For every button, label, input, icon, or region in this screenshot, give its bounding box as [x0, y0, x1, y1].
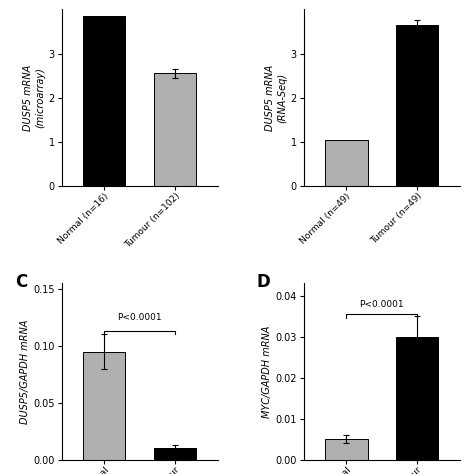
Y-axis label: DUSP5 mRNA
(RNA-Seq): DUSP5 mRNA (RNA-Seq) [265, 64, 288, 131]
Bar [396, 337, 438, 460]
Bar [396, 25, 438, 186]
Text: P<0.0001: P<0.0001 [118, 313, 162, 322]
Text: P<0.0001: P<0.0001 [359, 300, 404, 309]
Text: D: D [257, 273, 271, 291]
Bar [154, 73, 196, 186]
Y-axis label: MYC/GAPDH mRNA: MYC/GAPDH mRNA [263, 325, 273, 418]
Bar [325, 439, 367, 460]
Text: C: C [15, 273, 27, 291]
Bar [83, 16, 126, 186]
Bar [325, 140, 367, 186]
Bar [83, 352, 126, 460]
Y-axis label: DUSP5/GAPDH mRNA: DUSP5/GAPDH mRNA [20, 319, 30, 424]
Y-axis label: DUSP5 mRNA
(microarray): DUSP5 mRNA (microarray) [23, 64, 46, 131]
Bar [154, 448, 196, 460]
